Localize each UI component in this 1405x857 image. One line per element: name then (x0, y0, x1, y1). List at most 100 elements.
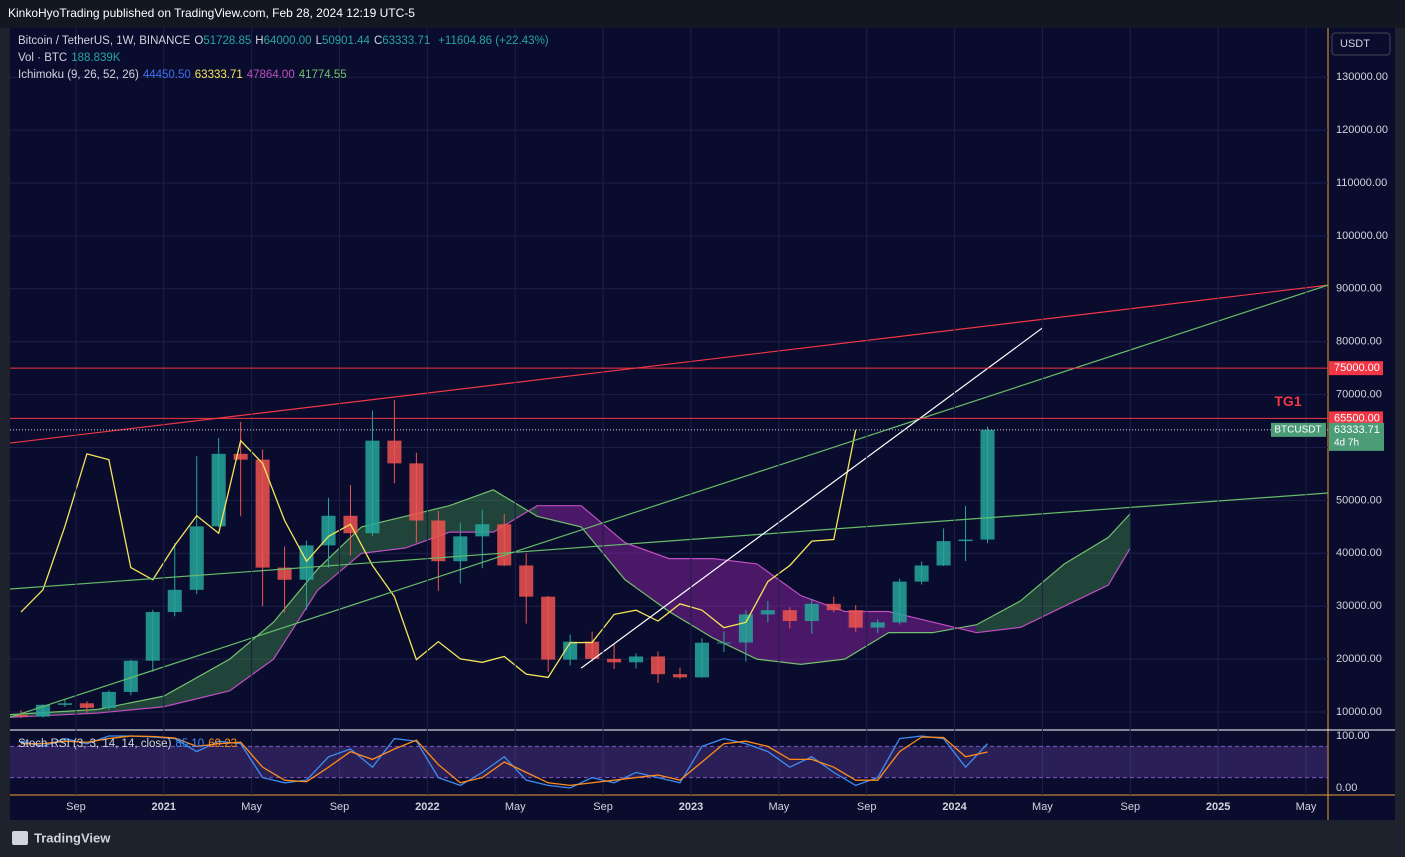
candle-body (936, 541, 951, 566)
stoch-value: 85.10 (175, 738, 205, 750)
ichimoku-label: Ichimoku (9, 26, 52, 26) (18, 69, 139, 81)
price-label: 63333.71 (1334, 424, 1380, 436)
volume-label: Vol · BTC (18, 52, 68, 64)
x-tick-label: 2025 (1206, 801, 1230, 813)
y-tick-label: 90000.00 (1336, 283, 1382, 295)
annotation: TG1 (1274, 393, 1301, 409)
x-tick-label: 2024 (942, 801, 967, 813)
ichimoku-value: 47864.00 (246, 69, 295, 81)
y-tick-label: 40000.00 (1336, 547, 1382, 559)
candle-body (914, 565, 929, 582)
ohlc-value: 51728.85 (203, 35, 252, 47)
candle-body (694, 642, 709, 678)
ichimoku-value: 44450.50 (142, 69, 191, 81)
cloud-segment (1064, 537, 1109, 607)
candle-body (167, 589, 182, 613)
ohlc: O51728.85 H64000.00 L50901.44 C63333.71 (194, 35, 434, 47)
currency-label[interactable]: USDT (1340, 38, 1370, 50)
y-tick-label: 80000.00 (1336, 336, 1382, 348)
ohlc-value: 50901.44 (321, 35, 370, 47)
symbol-label: BTCUSDT (1274, 425, 1321, 436)
candle-body (738, 614, 753, 643)
countdown: 4d 7h (1334, 438, 1359, 449)
legend-row: Vol · BTC 188.839K (18, 52, 124, 64)
y-tick-label: 100000.00 (1336, 230, 1388, 242)
legend-row: Bitcoin / TetherUS, 1W, BINANCE O51728.85… (18, 35, 553, 47)
ohlc-value: 63333.71 (382, 35, 431, 47)
candle-body (760, 610, 775, 615)
candle-body (519, 565, 534, 597)
candle-body (299, 545, 314, 580)
candle-body (585, 641, 600, 659)
cloud-segment (625, 542, 669, 612)
trendline (10, 492, 1328, 590)
candle-body (980, 429, 995, 540)
y-tick-label: 100.00 (1336, 730, 1370, 742)
candle-body (255, 459, 270, 568)
x-tick-label: May (1032, 801, 1053, 813)
cloud-segment (163, 659, 230, 707)
band (10, 746, 1328, 778)
publisher: KinkoHyoTrading published on TradingView… (8, 6, 415, 20)
trendline (10, 284, 1328, 444)
y-tick-label: 10000.00 (1336, 706, 1382, 718)
candle-body (672, 674, 688, 678)
ohlc-key: C (373, 35, 383, 47)
candle-body (848, 610, 863, 628)
candle-body (123, 660, 138, 692)
trendline (580, 327, 1043, 669)
x-tick-label: May (1296, 801, 1317, 813)
trendline (10, 284, 1328, 718)
stoch-value: 69.23 (208, 738, 237, 750)
x-tick-label: Sep (593, 801, 613, 813)
cloud-segment (537, 505, 582, 527)
volume-value: 188.839K (71, 52, 121, 64)
y-tick-label: 0.00 (1336, 782, 1357, 794)
candle-body (211, 453, 226, 527)
ohlc-key: H (255, 35, 264, 47)
legend-row: Stoch RSI (3, 3, 14, 14, close) 85.10 69.2… (18, 738, 245, 750)
candle-body (57, 703, 72, 705)
candle-body (958, 539, 973, 542)
candle-body (365, 440, 380, 534)
candle-body (13, 714, 29, 717)
candle-body (277, 567, 292, 580)
level-tag (1329, 361, 1383, 376)
currency-button[interactable] (1331, 32, 1391, 56)
candle-body (453, 536, 468, 562)
top-bar (0, 0, 1405, 28)
candle-body (145, 612, 160, 661)
candle-body (782, 610, 797, 622)
x-tick-label: Sep (857, 801, 877, 813)
y-tick-label: 110000.00 (1336, 177, 1387, 189)
symbol: Bitcoin / TetherUS, 1W, BINANCE (18, 35, 191, 47)
x-tick-label: May (768, 801, 789, 813)
candle-body (826, 603, 841, 611)
ohlc-value: 64000.00 (263, 35, 312, 47)
x-tick-label: May (241, 801, 262, 813)
candle-body (475, 524, 490, 537)
stoch-line (20, 735, 988, 787)
candle-body (650, 656, 666, 675)
cloud-segment (976, 600, 1021, 633)
y-tick-label: 50000.00 (1336, 494, 1382, 506)
change: +11604.86 (+22.43%) (438, 35, 549, 47)
y-tick-label: 20000.00 (1336, 653, 1382, 665)
legend-row: Ichimoku (9, 26, 52, 26) 44450.50 63333.71… (18, 69, 355, 81)
y-tick-label: 130000.00 (1336, 71, 1388, 83)
price-tag (1329, 422, 1384, 451)
candle-body (497, 524, 512, 566)
candle-body (716, 642, 731, 644)
x-tick-label: Sep (66, 801, 86, 813)
ichimoku-value: 63333.71 (194, 69, 243, 81)
time-axis (10, 795, 1328, 820)
candle-body (629, 656, 644, 663)
x-tick-label: 2022 (415, 801, 439, 813)
ohlc-key: L (315, 35, 322, 47)
x-tick-label: Sep (1121, 801, 1141, 813)
ichimoku-value: 41774.55 (298, 69, 347, 81)
candle-body (563, 641, 578, 660)
candle-body (387, 440, 402, 464)
x-tick-label: May (505, 801, 526, 813)
